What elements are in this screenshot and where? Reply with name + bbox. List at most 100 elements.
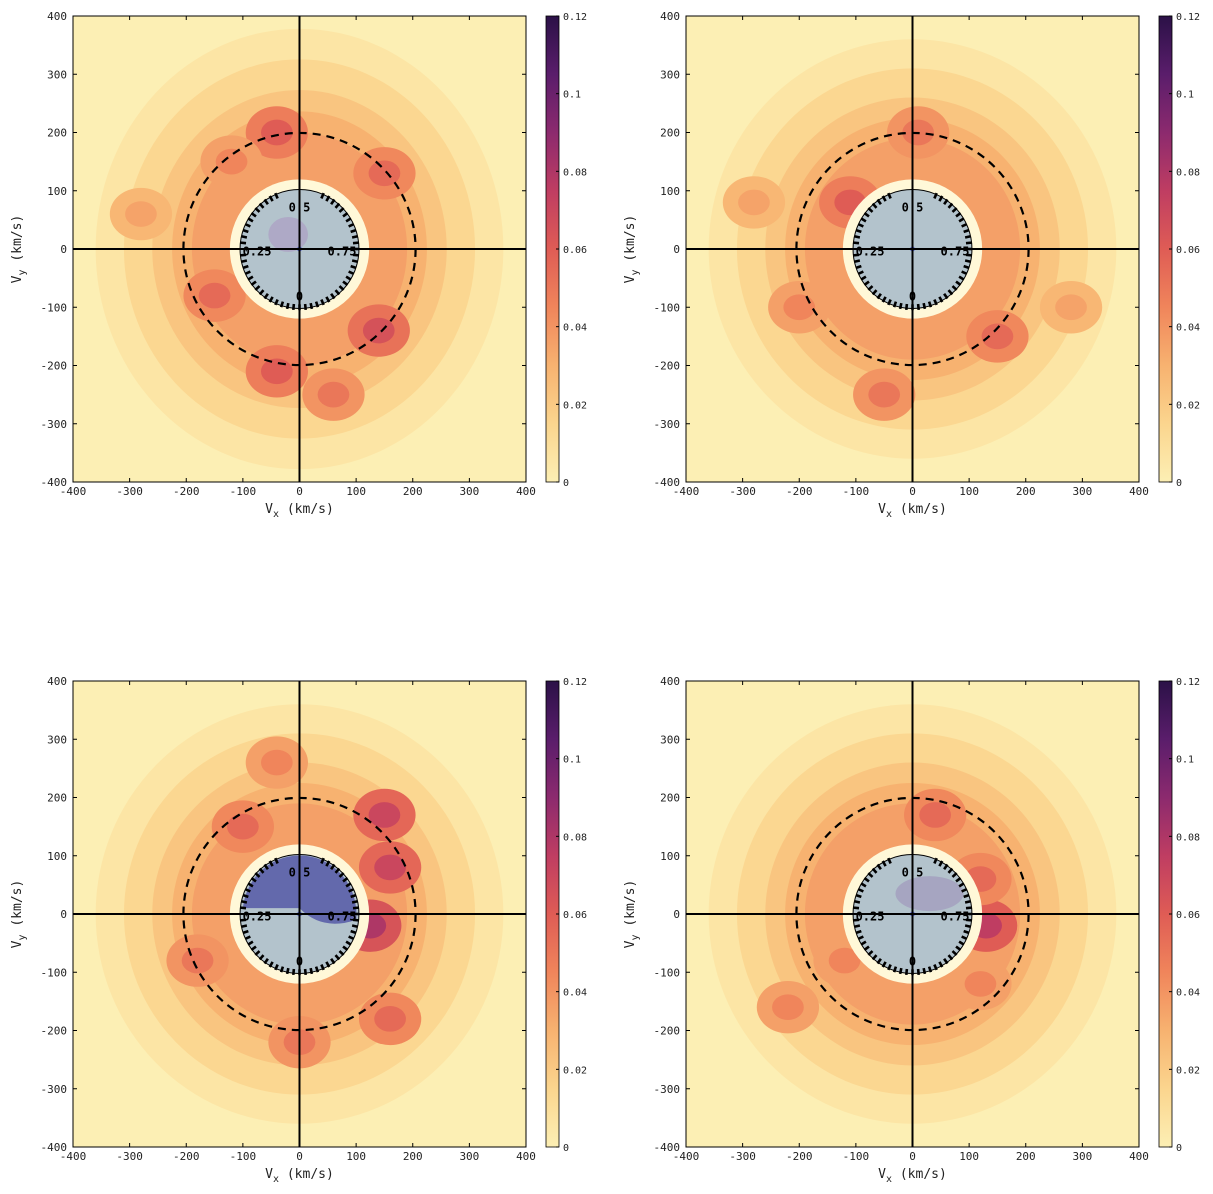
clock-tick (320, 299, 325, 306)
colorbar-tick-label: 0.1 (1176, 90, 1194, 101)
clock-tick (963, 929, 970, 935)
clock-tick (241, 900, 248, 904)
clock-tick (876, 863, 882, 870)
clock-tick (951, 285, 958, 291)
y-axis-label: Vy (km/s) (623, 880, 641, 949)
clock-tick (857, 887, 864, 893)
y-tick-label: 100 (47, 850, 67, 863)
y-tick-label: 200 (47, 792, 67, 805)
clock-tick (338, 207, 345, 213)
y-tick-label: -400 (41, 1141, 68, 1154)
clock-tick (258, 867, 265, 874)
clock-tick (961, 887, 968, 893)
clock-tick (955, 212, 962, 218)
clock-tick (881, 961, 887, 968)
clock-tick (348, 270, 355, 276)
clock-tick (254, 872, 261, 878)
clock-tick (857, 935, 864, 941)
x-tick-label: 0 (296, 1150, 303, 1163)
clock-tick (244, 270, 251, 276)
clock-tick (285, 967, 290, 975)
x-tick-label: -200 (786, 1150, 813, 1163)
clock-tick (863, 212, 870, 218)
clock-tick (342, 212, 349, 218)
x-tick-label: 100 (346, 1150, 366, 1163)
clock-tick (250, 280, 257, 286)
clock-tick (247, 217, 254, 223)
clock-tick (857, 222, 864, 228)
density-peak (317, 381, 350, 408)
x-tick-label: 200 (1016, 1150, 1036, 1163)
panel-top-left: 0.5 0.25 0.75 0 -400 -300 -200 -100 0 100 200 300 40… (10, 10, 587, 520)
clock-tick (285, 302, 290, 310)
clock-tick (933, 299, 938, 306)
clock-tick (263, 198, 269, 205)
clock-tick (955, 280, 962, 286)
clock-tick (263, 958, 269, 965)
clock-label-three-quarter: 0.75 (941, 909, 970, 923)
clock-tick (314, 966, 320, 973)
clock-tick (867, 872, 874, 878)
x-tick-label: -100 (843, 485, 870, 498)
clock-tick (242, 228, 249, 234)
colorbar-tick-label: 0.06 (1176, 245, 1200, 256)
density-peak (783, 294, 816, 321)
x-tick-label: 100 (959, 1150, 979, 1163)
density-peak (772, 994, 804, 1021)
clock-tick (947, 954, 954, 961)
clock-label-quarter: 0.25 (856, 244, 885, 258)
density-peak (362, 317, 395, 344)
clock-tick (867, 207, 874, 213)
y-tick-label: -400 (654, 1141, 681, 1154)
density-peak (368, 160, 401, 187)
clock-tick (938, 860, 944, 867)
colorbar-tick-label: 0.08 (563, 167, 587, 178)
y-tick-label: -100 (654, 301, 681, 314)
clock-tick (242, 893, 249, 899)
y-tick-label: 0 (673, 243, 680, 256)
clock-tick (854, 900, 861, 904)
clock-tick (258, 202, 265, 209)
density-peak (227, 813, 259, 840)
clock-tick (345, 275, 352, 281)
clock-tick (334, 202, 341, 209)
clock-tick (857, 270, 864, 276)
clock-label-zero: 0 (909, 954, 916, 968)
clock-tick (352, 253, 359, 257)
clock-tick (241, 259, 248, 263)
colorbar-tick-label: 0.02 (563, 1065, 587, 1076)
clock-tick (240, 918, 247, 922)
clock-tick (334, 289, 341, 296)
clock-tick (350, 893, 357, 899)
x-tick-label: -400 (60, 485, 87, 498)
clock-tick (352, 918, 359, 922)
clock-tick (240, 253, 247, 257)
clock-tick (338, 285, 345, 291)
x-tick-label: 400 (516, 485, 536, 498)
density-peak (964, 971, 997, 997)
clock-tick (348, 887, 355, 893)
colorbar-tick-label: 0.12 (563, 677, 587, 688)
clock-tick (881, 296, 887, 303)
clock-tick (242, 264, 249, 270)
clock-tick (965, 253, 972, 257)
clock-tick (855, 264, 862, 270)
clock-tick (892, 966, 898, 973)
clock-tick (863, 280, 870, 286)
clock-tick (351, 259, 358, 263)
clock-tick (247, 940, 254, 946)
clock-tick (854, 235, 861, 239)
clock-tick (853, 906, 860, 910)
x-tick-label: -300 (729, 485, 756, 498)
clock-tick (348, 222, 355, 228)
panel-bottom-left: 0.5 0.25 0.75 0 -400 -300 -200 -100 0 100 200 300 40… (10, 675, 587, 1185)
clock-tick (963, 228, 970, 234)
clock-tick (947, 202, 954, 209)
clock-tick (250, 212, 257, 218)
clock-tick (916, 303, 921, 310)
x-tick-label: 400 (1129, 485, 1149, 498)
clock-tick (345, 217, 352, 223)
clock-tick (938, 961, 944, 968)
clock-tick (320, 964, 325, 971)
clock-label-quarter: 0.25 (856, 909, 885, 923)
